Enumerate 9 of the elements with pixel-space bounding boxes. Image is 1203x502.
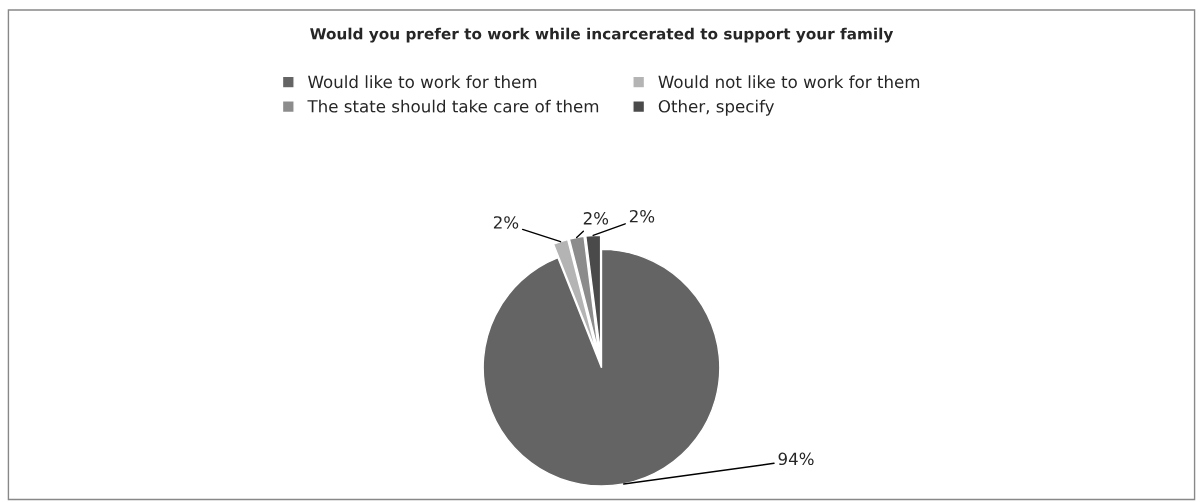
data-label: 2% — [583, 212, 609, 225]
data-label: 2% — [629, 209, 655, 223]
legend-label: Would not like to work for them — [658, 75, 920, 89]
data-label: 94% — [778, 452, 814, 466]
legend-label: Would like to work for them — [308, 75, 537, 89]
chart-title: Would you prefer to work while incarcerated to support your family — [310, 27, 894, 43]
data-label: 2% — [493, 216, 519, 229]
legend-label: The state should take care of them — [307, 99, 599, 113]
legend-label: Other, specify — [658, 99, 775, 116]
